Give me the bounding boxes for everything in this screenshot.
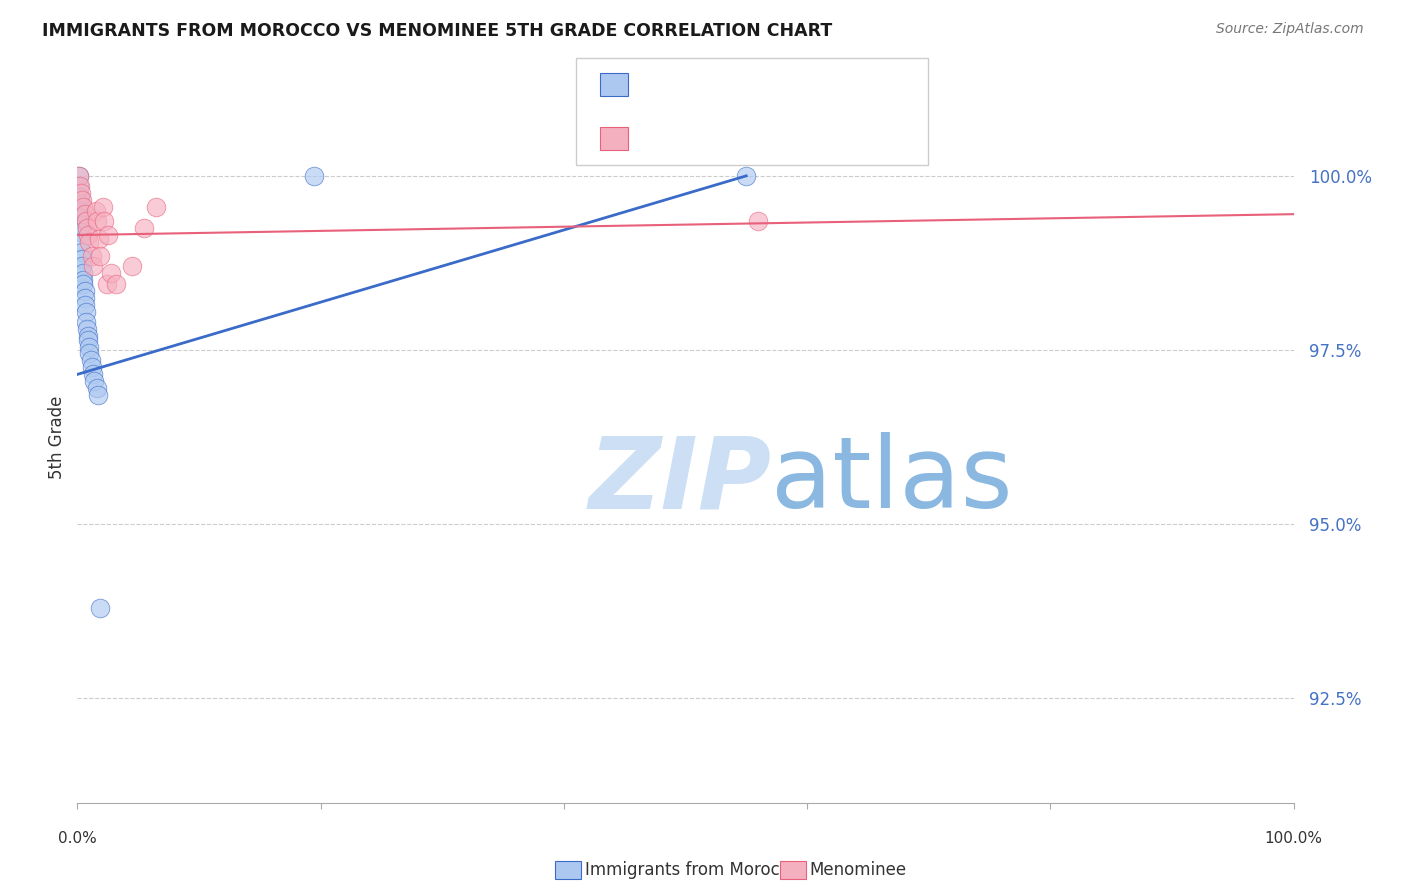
- Point: [67, 190, 90, 204]
- Point: [70, 245, 93, 260]
- Text: 100.0%: 100.0%: [1264, 830, 1323, 846]
- Point: [84, 203, 107, 218]
- Point: [105, 277, 128, 291]
- Point: [69, 207, 91, 221]
- Point: [80, 353, 103, 368]
- Point: [134, 221, 156, 235]
- Point: [72, 200, 94, 214]
- Text: R = 0.520   N = 36: R = 0.520 N = 36: [643, 73, 827, 91]
- Point: [73, 291, 96, 305]
- Point: [83, 375, 105, 389]
- Point: [77, 228, 100, 243]
- Point: [70, 186, 93, 201]
- Text: atlas: atlas: [770, 433, 1012, 530]
- Text: Immigrants from Morocco: Immigrants from Morocco: [585, 861, 799, 879]
- Point: [82, 368, 104, 382]
- Point: [70, 235, 93, 249]
- Point: [91, 200, 114, 214]
- Point: [89, 231, 111, 245]
- Point: [86, 381, 108, 395]
- Text: Menominee: Menominee: [810, 861, 907, 879]
- Point: [80, 249, 103, 263]
- Text: Source: ZipAtlas.com: Source: ZipAtlas.com: [1216, 22, 1364, 37]
- Point: [76, 322, 98, 336]
- Point: [79, 235, 101, 249]
- Y-axis label: 5th Grade: 5th Grade: [48, 395, 66, 479]
- Point: [69, 179, 91, 194]
- Point: [97, 228, 120, 243]
- Point: [145, 200, 167, 214]
- Point: [747, 214, 769, 228]
- Point: [70, 218, 93, 232]
- Point: [67, 179, 90, 194]
- Point: [72, 277, 94, 291]
- Point: [70, 225, 93, 239]
- Point: [735, 169, 758, 183]
- Point: [77, 333, 100, 347]
- Point: [67, 169, 90, 183]
- Point: [72, 273, 94, 287]
- Point: [76, 221, 98, 235]
- Point: [73, 298, 96, 312]
- Point: [75, 214, 97, 228]
- Point: [69, 196, 91, 211]
- Point: [121, 260, 143, 274]
- Point: [87, 388, 110, 402]
- Point: [86, 214, 108, 228]
- Point: [100, 266, 122, 280]
- Point: [70, 252, 93, 267]
- Point: [75, 315, 97, 329]
- Point: [73, 207, 96, 221]
- Point: [69, 190, 91, 204]
- Point: [70, 260, 93, 274]
- Point: [89, 249, 111, 263]
- Point: [93, 214, 115, 228]
- Point: [79, 346, 101, 360]
- Point: [77, 329, 100, 343]
- Text: IMMIGRANTS FROM MOROCCO VS MENOMINEE 5TH GRADE CORRELATION CHART: IMMIGRANTS FROM MOROCCO VS MENOMINEE 5TH…: [42, 22, 832, 40]
- Point: [82, 260, 104, 274]
- Point: [70, 211, 93, 225]
- Text: R = 0.073   N = 26: R = 0.073 N = 26: [643, 127, 827, 145]
- Point: [96, 277, 118, 291]
- Point: [69, 203, 91, 218]
- Point: [70, 193, 93, 207]
- Point: [75, 304, 97, 318]
- Point: [72, 266, 94, 280]
- Text: ZIP: ZIP: [588, 433, 770, 530]
- Point: [304, 169, 326, 183]
- Text: 0.0%: 0.0%: [58, 830, 97, 846]
- Point: [73, 284, 96, 298]
- Point: [80, 360, 103, 375]
- Point: [79, 339, 101, 353]
- Point: [67, 169, 90, 183]
- Point: [89, 600, 111, 615]
